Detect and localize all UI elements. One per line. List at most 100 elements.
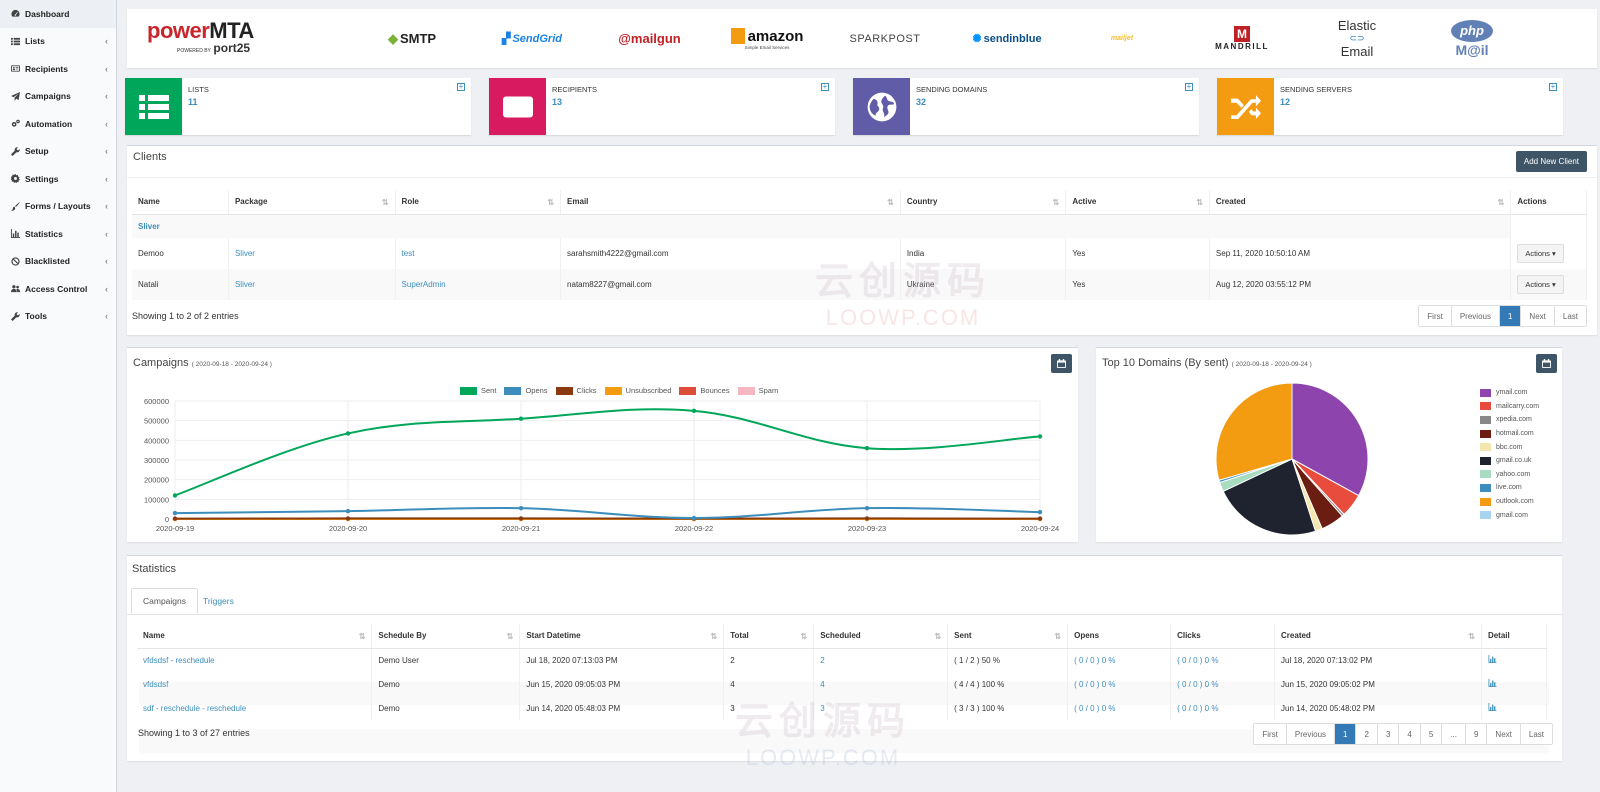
page-previous[interactable]: Previous <box>1286 724 1336 744</box>
campaign-name-link[interactable]: sdf - reschedule - reschedule <box>143 703 247 713</box>
client-package-link[interactable]: Sliver <box>234 280 255 289</box>
pie-legend-item[interactable]: gmail.co.uk <box>1480 454 1539 468</box>
page-next[interactable]: Next <box>1487 724 1521 744</box>
clients-col-role[interactable]: Role ⇅ <box>395 190 562 215</box>
sidebar-item-dashboard[interactable]: Dashboard <box>0 0 116 28</box>
pie-slice-outlook-com[interactable] <box>1215 382 1293 481</box>
page-ellipsis[interactable]: ... <box>1442 724 1466 744</box>
page-first[interactable]: First <box>1419 306 1452 326</box>
page-next[interactable]: Next <box>1521 306 1555 326</box>
y-tick-label: 500000 <box>144 417 169 426</box>
sendinblue-logo: ✺ sendinblue <box>972 32 1042 46</box>
expand-icon[interactable]: + <box>821 82 829 91</box>
bar-chart-icon[interactable] <box>1488 655 1498 664</box>
expand-icon[interactable]: + <box>1549 82 1557 91</box>
pie-legend-item[interactable]: ymail.com <box>1480 386 1539 400</box>
client-actions-button[interactable]: Actions ▾ <box>1517 275 1564 294</box>
legend-item-sent[interactable]: Sent <box>460 386 496 395</box>
sidebar-item-setup[interactable]: Setup ‹ <box>0 138 116 166</box>
sidebar-item-access-control[interactable]: Access Control ‹ <box>0 275 116 303</box>
sidebar-item-label: Blacklisted <box>25 256 70 267</box>
client-role-link[interactable]: SuperAdmin <box>401 280 446 289</box>
stats-col-schedule-by[interactable]: Schedule By ⇅ <box>371 624 521 649</box>
chevron-left-icon: ‹ <box>105 201 108 212</box>
client-active: Yes <box>1065 269 1210 300</box>
clients-col-active[interactable]: Active ⇅ <box>1065 190 1210 215</box>
pie-legend-item[interactable]: live.com <box>1480 481 1539 495</box>
data-point-sent <box>1037 434 1043 439</box>
clients-col-package[interactable]: Package ⇅ <box>228 190 396 215</box>
legend-item-unsubscribed[interactable]: Unsubscribed <box>604 386 671 395</box>
campaign-name-link[interactable]: vfdsdsf - reschedule <box>143 655 215 665</box>
client-country: Ukraine <box>900 269 1067 300</box>
scheduled-link[interactable]: 2 <box>820 655 825 665</box>
clients-col-created[interactable]: Created ⇅ <box>1209 190 1512 215</box>
sidebar-item-settings[interactable]: Settings ‹ <box>0 165 116 193</box>
pie-legend-item[interactable]: hotmail.com <box>1480 427 1539 441</box>
package-group-label[interactable]: Sliver <box>138 221 160 231</box>
sidebar-item-automation[interactable]: Automation ‹ <box>0 110 116 138</box>
page-last[interactable]: Last <box>1520 724 1552 744</box>
legend-item-clicks[interactable]: Clicks <box>555 386 597 395</box>
pie-legend-item[interactable]: bbc.com <box>1480 440 1539 454</box>
tab-triggers[interactable]: Triggers <box>203 596 234 606</box>
client-package-link[interactable]: Sliver <box>234 249 255 258</box>
start-datetime: Jun 15, 2020 09:05:03 PM <box>519 672 725 696</box>
add-new-client-button[interactable]: Add New Client <box>1515 151 1587 172</box>
domains-date-range-button[interactable] <box>1536 354 1557 373</box>
pie-slice-ymail-com[interactable] <box>1291 382 1369 497</box>
page-2[interactable]: 2 <box>1356 724 1378 744</box>
sidebar-item-label: Settings <box>25 173 59 184</box>
expand-icon[interactable]: + <box>457 82 465 91</box>
page-1[interactable]: 1 <box>1335 724 1357 744</box>
campaign-name-link[interactable]: vfdsdsf <box>143 679 169 689</box>
stats-col-total[interactable]: Total ⇅ <box>723 624 815 649</box>
page-first[interactable]: First <box>1254 724 1287 744</box>
stats-col-scheduled[interactable]: Scheduled ⇅ <box>813 624 949 649</box>
stats-col-start-datetime[interactable]: Start Datetime ⇅ <box>519 624 725 649</box>
page-9[interactable]: 9 <box>1465 724 1488 744</box>
sidebar-item-tools[interactable]: Tools ‹ <box>0 303 116 331</box>
chevron-left-icon: ‹ <box>105 283 108 294</box>
pie-legend-item[interactable]: xpedia.com <box>1480 413 1539 427</box>
sidebar-item-recipients[interactable]: Recipients ‹ <box>0 55 116 83</box>
tab-campaigns[interactable]: Campaigns <box>131 588 198 614</box>
page-1[interactable]: 1 <box>1499 306 1522 326</box>
client-role-link[interactable]: test <box>401 249 415 258</box>
pie-slice-gmail-co-uk[interactable] <box>1222 458 1317 536</box>
pie-legend-item[interactable]: gmail.com <box>1480 508 1539 522</box>
pie-legend-item[interactable]: yahoo.com <box>1480 468 1539 482</box>
sidebar-item-blacklisted[interactable]: Blacklisted ‹ <box>0 248 116 276</box>
info-box-lists: LISTS 11 + <box>125 78 471 135</box>
sort-icon: ⇅ <box>1196 198 1203 207</box>
legend-item-spam[interactable]: Spam <box>737 386 778 395</box>
page-4[interactable]: 4 <box>1399 724 1421 744</box>
stats-col-sent[interactable]: Sent ⇅ <box>947 624 1069 649</box>
page-previous[interactable]: Previous <box>1451 306 1500 326</box>
legend-item-opens[interactable]: Opens <box>504 386 548 395</box>
sidebar-item-lists[interactable]: Lists ‹ <box>0 28 116 56</box>
clients-col-country[interactable]: Country ⇅ <box>900 190 1067 215</box>
page-3[interactable]: 3 <box>1377 724 1400 744</box>
sidebar-item-campaigns[interactable]: Campaigns ‹ <box>0 83 116 111</box>
expand-icon[interactable]: + <box>1185 82 1193 91</box>
page-last[interactable]: Last <box>1554 306 1586 326</box>
sidebar-item-label: Tools <box>25 311 48 322</box>
scheduled-link[interactable]: 3 <box>820 703 825 713</box>
sidebar-item-forms-layouts[interactable]: Forms / Layouts ‹ <box>0 193 116 221</box>
bar-chart-icon[interactable] <box>1488 679 1498 687</box>
page-5[interactable]: 5 <box>1420 724 1443 744</box>
legend-item-bounces[interactable]: Bounces <box>679 386 730 395</box>
pie-legend-item[interactable]: mailcarry.com <box>1480 400 1539 414</box>
bar-chart-icon[interactable] <box>1488 703 1498 711</box>
clients-col-email[interactable]: Email ⇅ <box>560 190 901 215</box>
stats-col-name[interactable]: Name ⇅ <box>137 624 373 649</box>
campaigns-date-range-button[interactable] <box>1051 354 1072 373</box>
schedule-by: Demo <box>371 672 521 696</box>
sidebar-item-statistics[interactable]: Statistics ‹ <box>0 220 116 248</box>
scheduled-link[interactable]: 4 <box>820 679 825 689</box>
pie-legend-item[interactable]: outlook.com <box>1480 495 1539 509</box>
table-row: Natali Sliver SuperAdmin natam8227@gmail.co… <box>132 269 1587 300</box>
stats-col-created[interactable]: Created ⇅ <box>1274 624 1482 649</box>
client-actions-button[interactable]: Actions ▾ <box>1517 244 1564 263</box>
